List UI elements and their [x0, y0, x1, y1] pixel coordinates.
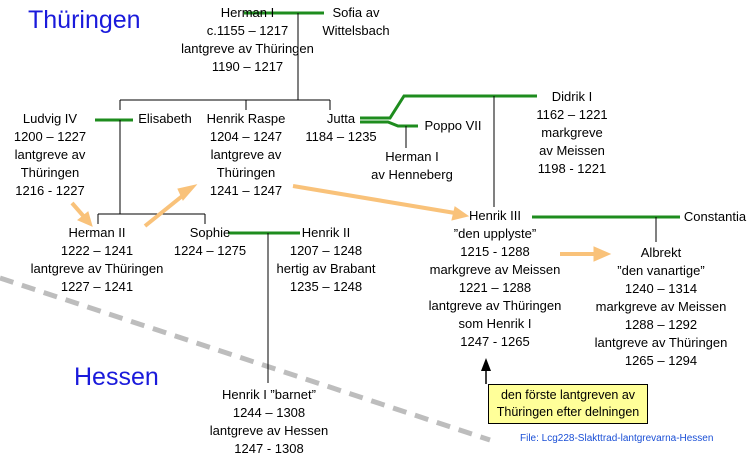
note-line-2: Thüringen efter delningen: [496, 405, 640, 419]
person-name-line2: av Henneberg: [371, 167, 453, 182]
person-title-line2: Thüringen: [216, 165, 276, 180]
person-reign: 1227 – 1241: [60, 279, 134, 294]
person-reign-2: 1247 - 1265: [460, 334, 530, 349]
person-name: Herman II: [68, 225, 126, 240]
person-herman-i[interactable]: Herman I c.1155 – 1217 lantgreve av Thür…: [170, 4, 325, 76]
person-reign: 1190 – 1217: [211, 59, 284, 74]
person-dates: 1162 – 1221: [536, 107, 608, 122]
person-henrik-ii[interactable]: Henrik II 1207 – 1248 hertig av Brabant …: [270, 224, 382, 296]
arrow-henrik-iii-to-albrekt-head: [593, 246, 612, 262]
marriage-jutta-didrik: [360, 94, 537, 120]
region-label-hessen: Hessen: [74, 363, 159, 391]
region-label-thuringen: Thüringen: [28, 6, 141, 34]
person-reign: 1235 – 1248: [289, 279, 363, 294]
file-caption[interactable]: File: Lcg228-Slakttrad-lantgrevarna-Hess…: [520, 433, 714, 444]
person-name: Jutta: [326, 111, 356, 126]
person-elisabeth[interactable]: Elisabeth: [134, 110, 196, 128]
person-dates: 1215 - 1288: [460, 244, 530, 259]
person-jutta[interactable]: Jutta 1184 – 1235: [300, 110, 382, 146]
person-dates: 1224 – 1275: [173, 243, 247, 258]
arrow-henrik-raspe-to-henrik-iii: [292, 184, 456, 215]
person-dates: 1204 – 1247: [209, 129, 283, 144]
person-reign: 1221 – 1288: [458, 280, 532, 295]
person-didrik-i[interactable]: Didrik I 1162 – 1221 markgreve av Meisse…: [528, 88, 616, 178]
person-henrik-raspe[interactable]: Henrik Raspe 1204 – 1247 lantgreve av Th…: [198, 110, 294, 200]
person-title: lantgreve av Hessen: [209, 423, 329, 438]
person-ludvig-iv[interactable]: Ludvig IV 1200 – 1227 lantgreve av Thüri…: [5, 110, 95, 200]
person-name: Henrik III: [468, 208, 521, 223]
person-name-line2: Wittelsbach: [322, 23, 390, 38]
person-reign: 1247 - 1308: [234, 441, 304, 456]
person-reign: 1216 - 1227: [15, 183, 85, 198]
person-title-2: lantgreve av Thüringen: [594, 335, 728, 350]
person-herman-henneberg[interactable]: Herman I av Henneberg: [370, 148, 454, 184]
person-title: lantgreve av: [14, 147, 86, 162]
person-henrik-iii[interactable]: Henrik III ”den upplyste” 1215 - 1288 ma…: [420, 207, 570, 351]
arrow-ludvig-to-herman-ii-head: [77, 211, 93, 227]
person-constantia[interactable]: Constantia: [680, 208, 750, 226]
person-poppo-vii[interactable]: Poppo VII: [418, 117, 488, 135]
person-dates: c.1155 – 1217: [206, 23, 289, 38]
person-reign: 1241 – 1247: [209, 183, 283, 198]
person-title: hertig av Brabant: [276, 261, 376, 276]
person-name: Didrik I: [551, 89, 593, 104]
arrow-herman-ii-to-henrik-raspe-head: [177, 184, 198, 201]
person-sophie[interactable]: Sophie 1224 – 1275: [168, 224, 252, 260]
person-reign-2: 1265 – 1294: [624, 353, 698, 368]
person-title-line2: av Meissen: [539, 143, 605, 158]
person-name: Poppo VII: [424, 118, 482, 133]
person-name: Henrik Raspe: [206, 111, 286, 126]
person-name: Sofia av: [332, 5, 380, 20]
person-albrekt[interactable]: Albrekt ”den vanartige” 1240 – 1314 mark…: [586, 244, 736, 370]
person-title: markgreve av Meissen: [429, 262, 561, 277]
person-epithet: ”den upplyste”: [453, 226, 537, 241]
person-dates: 1222 – 1241: [60, 243, 134, 258]
person-epithet: ”den vanartige”: [617, 263, 705, 278]
person-title: lantgreve av: [210, 147, 282, 162]
note-pointer-arrowhead: [481, 358, 491, 371]
region-divider: [0, 275, 491, 443]
person-herman-ii[interactable]: Herman II 1222 – 1241 lantgreve av Thüri…: [20, 224, 174, 296]
person-title-line2: Thüringen: [20, 165, 80, 180]
person-dates: 1200 – 1227: [13, 129, 87, 144]
person-dates: 1240 – 1314: [624, 281, 698, 296]
person-title: lantgreve av Thüringen: [30, 261, 164, 276]
annotation-note: den förste lantgreven av Thüringen efter…: [488, 384, 648, 424]
person-title-2: lantgreve av Thüringen: [428, 298, 562, 313]
person-dates: 1244 – 1308: [232, 405, 306, 420]
marriage-jutta-poppo: [360, 120, 418, 128]
person-regnal-name: som Henrik I: [458, 316, 532, 331]
person-name: Constantia: [683, 209, 747, 224]
person-sofia[interactable]: Sofia av Wittelsbach: [316, 4, 396, 40]
person-name: Herman I: [220, 5, 275, 20]
person-name: Herman I: [385, 149, 439, 164]
person-name: Ludvig IV: [22, 111, 78, 126]
person-henrik-i-barnet[interactable]: Henrik I ”barnet” 1244 – 1308 lantgreve …: [196, 386, 342, 457]
person-reign: 1288 – 1292: [624, 317, 698, 332]
arrow-herman-ii-to-henrik-raspe: [143, 191, 188, 228]
person-name: Henrik II: [301, 225, 351, 240]
person-title: markgreve: [541, 125, 603, 140]
person-name: Sophie: [189, 225, 231, 240]
person-dates: 1184 – 1235: [305, 129, 377, 144]
person-name: Henrik I ”barnet”: [222, 387, 316, 402]
person-name: Albrekt: [640, 245, 682, 260]
person-title: markgreve av Meissen: [595, 299, 727, 314]
person-dates: 1207 – 1248: [289, 243, 363, 258]
note-line-1: den förste lantgreven av: [500, 388, 636, 402]
arrow-henrik-raspe-to-henrik-iii-head: [451, 206, 470, 221]
person-reign: 1198 - 1221: [537, 161, 607, 176]
person-title: lantgreve av Thüringen: [181, 41, 314, 56]
person-name: Elisabeth: [138, 111, 192, 126]
